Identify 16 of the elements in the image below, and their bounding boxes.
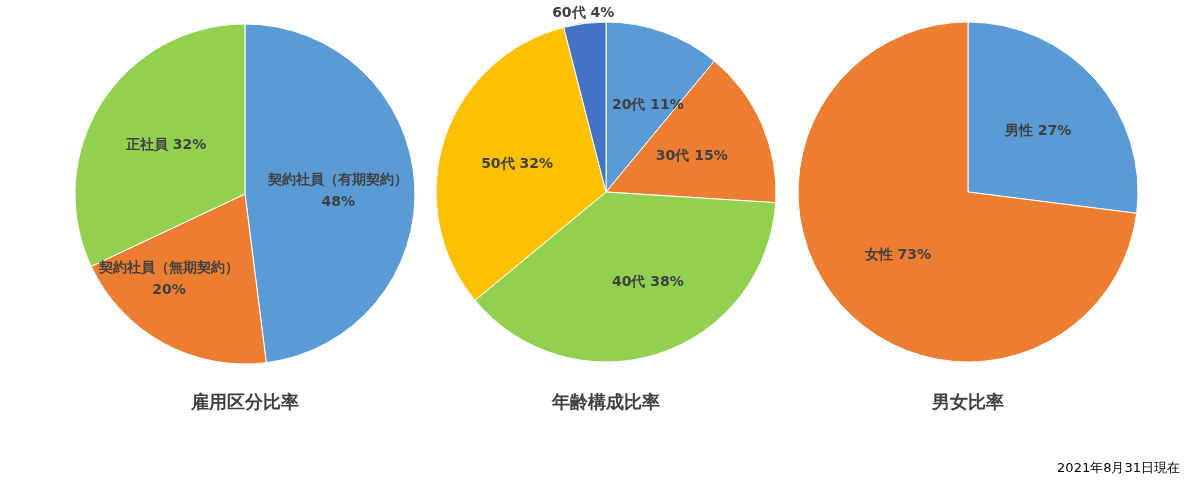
text: 2021年8月31日現在 bbox=[1057, 460, 1180, 475]
pie-slice bbox=[797, 21, 1138, 363]
slice-label: 60代 4% bbox=[552, 3, 615, 20]
data-label: 48% bbox=[321, 193, 356, 210]
slice-label: 30代 15% bbox=[655, 146, 728, 163]
slice-label: 男性 27% bbox=[1003, 122, 1072, 139]
slice-label: 正社員 32% bbox=[124, 135, 207, 152]
slice-label: 契約社員（有期契約） bbox=[267, 171, 409, 188]
data-label: 20% bbox=[152, 280, 186, 297]
text: 男女比率 bbox=[931, 391, 1004, 412]
slice-label: 50代 32% bbox=[481, 155, 554, 172]
slice-label: 契約社員（無期契約） bbox=[98, 258, 239, 275]
slice-label: 女性 73% bbox=[863, 245, 932, 262]
text: 雇用区分比率 bbox=[190, 391, 299, 412]
slice-label: 40代 38% bbox=[612, 272, 684, 289]
text: 年齢構成比率 bbox=[551, 391, 660, 412]
